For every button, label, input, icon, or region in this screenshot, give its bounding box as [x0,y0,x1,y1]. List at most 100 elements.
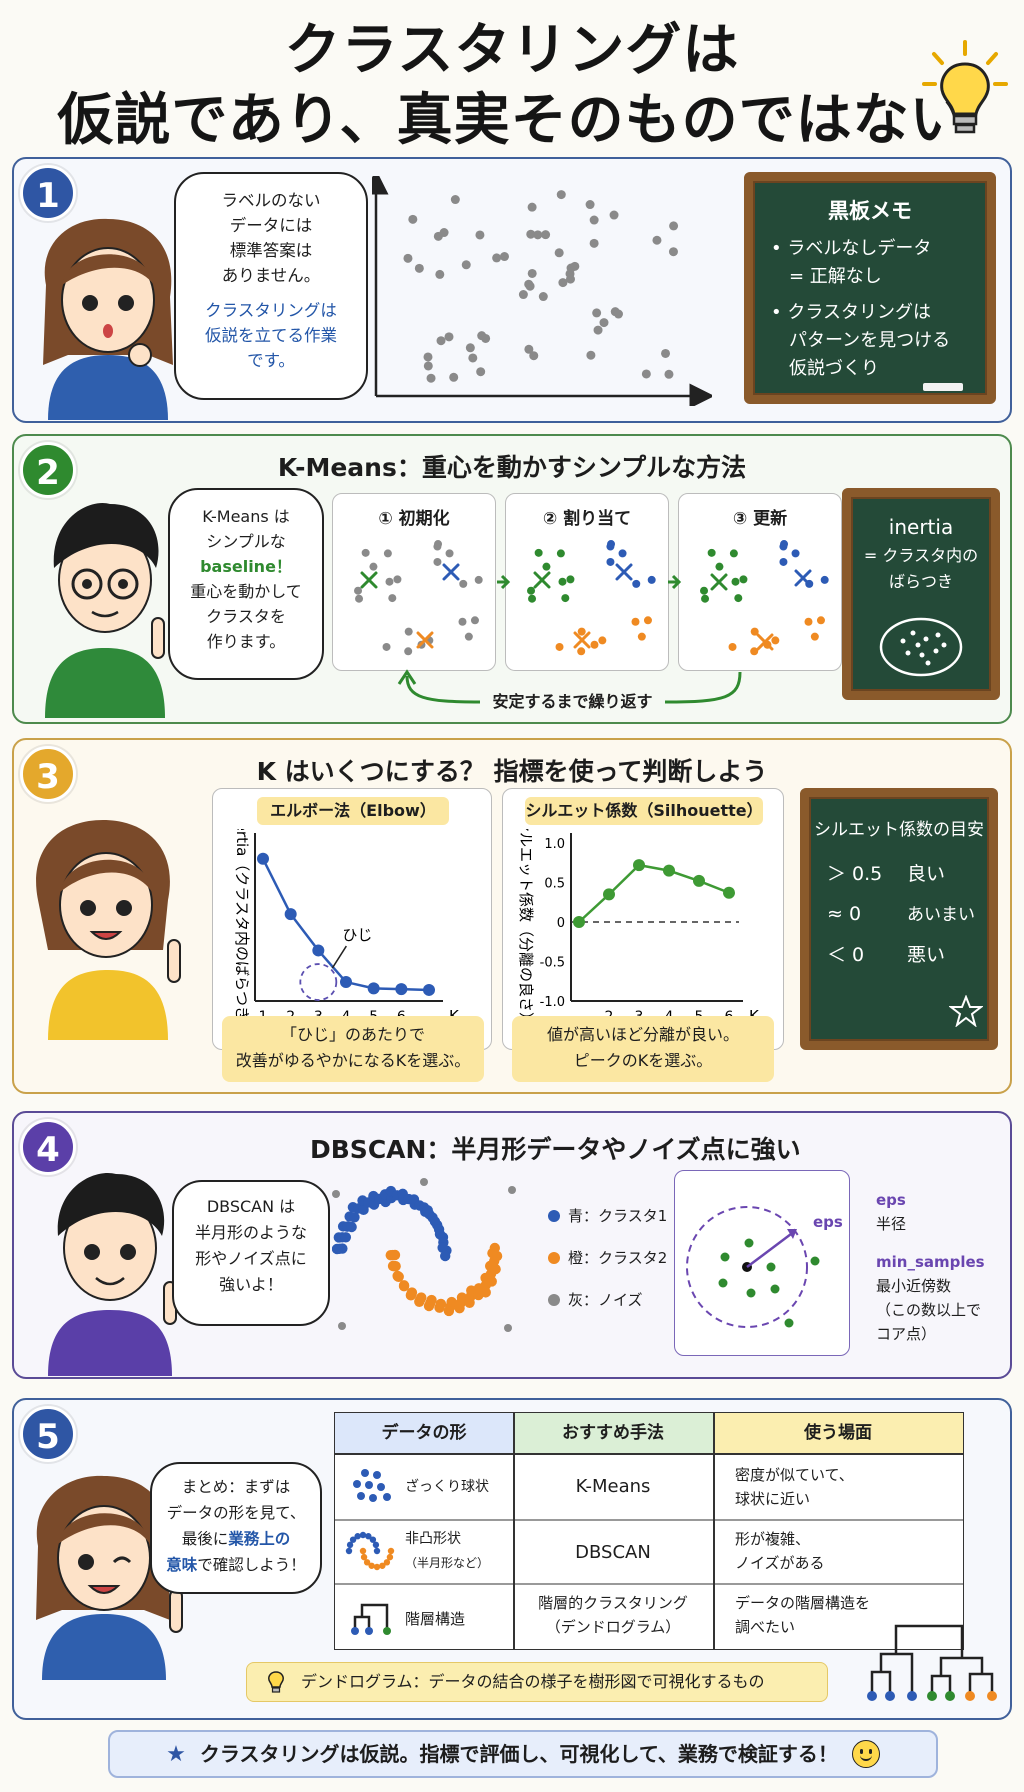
section-5-speech-bubble: まとめ：まずは データの形を見て、 最後に業務上の 意味で確認しよう！ [150,1462,322,1594]
y-tick-label: -0.5 [540,956,565,971]
board-verdict: あいまい [907,905,975,925]
girl-ponytail-character-icon [36,820,181,1040]
scatter-point [408,214,418,224]
blue-dot-icon [548,1210,560,1222]
kmeans-point [771,636,780,645]
scatter-point [585,200,595,210]
noise-point [420,1178,428,1186]
row-method: DBSCAN [575,1542,651,1563]
scatter-point [661,348,671,358]
scatter-point [593,325,603,335]
note-line: 改善がゆるやかになるKを選ぶ。 [235,1051,471,1070]
board-line: ばらつき [888,572,953,591]
repeat-label: 安定するまで繰り返す [492,692,653,711]
blob-cluster-icon [353,1469,391,1502]
kmeans-point [577,627,586,636]
row-shape: 非凸形状 （半月形など） [405,1527,489,1575]
cluster-1-point [358,1204,369,1216]
cluster-2-point [385,1249,396,1261]
kmeans-point [820,575,829,584]
repeat-arrow [397,669,742,704]
bubble-line: ラベルのない [221,191,321,210]
scatter-point [426,373,436,383]
girl-winking-character-icon [36,1475,183,1680]
girl-character-icon [43,218,173,420]
cluster-1-point [429,1216,441,1227]
scatter-point [449,372,459,382]
half-moon-scatter [332,1178,516,1332]
cluster-2-point [435,1298,447,1310]
kmeans-point [728,642,737,651]
centroid-x-icon [533,571,551,589]
legend-label: 灰：ノイズ [568,1291,643,1309]
kmeans-step-init: ① 初期化 [332,493,496,671]
kmeans-point [388,594,397,603]
bubble-line-blue: 仮説を立てる作業 [205,326,337,345]
kmeans-point [780,540,789,549]
row-shape: ざっくり球状 [405,1479,489,1495]
data-point [603,888,615,901]
note-line: ピークのKを選ぶ。 [573,1051,713,1070]
legend-label: 橙：クラスタ2 [568,1249,668,1267]
elbow-chart: 123456Kinertia（クラスタ内のばらつき）ひじ [233,829,460,1036]
row-shape: 階層構造 [405,1610,466,1628]
data-point [312,944,325,957]
board-verdict: 悪い [907,944,946,966]
bubble-line-green: baseline！ [200,557,292,576]
kmeans-point [700,586,709,595]
star-icon [949,995,983,1027]
kmeans-point [542,562,551,571]
cluster-2-point [489,1242,500,1254]
series-line [261,858,430,992]
term-name: min_samples [876,1253,985,1271]
scatter-point [586,350,596,360]
scatter-point [527,202,537,212]
dendrogram-tip: デンドログラム：データの結合の様子を樹形図で可視化するもの [246,1662,828,1702]
lightbulb-icon [922,40,1008,134]
scatter-point [538,292,548,302]
cluster-2-point [480,1287,491,1298]
kmeans-point [643,616,652,625]
kmeans-point [528,594,537,603]
cluster-2-point [446,1296,457,1308]
kmeans-point [556,549,565,558]
kmeans-point [715,562,724,571]
scatter-point [556,190,566,200]
kmeans-point [458,617,467,626]
scene-line: 形が複雑、 [735,1530,811,1548]
silhouette-note: 値が高いほど分離が良い。 ピークのKを選ぶ。 [512,1016,774,1082]
scatter-point [527,268,537,278]
data-point [723,886,735,899]
scatter-point [641,369,651,379]
centroid-x-icon [794,569,812,587]
tip-text: デンドログラム：データの結合の様子を樹形図で可視化するもの [301,1672,765,1691]
scatter-point [444,332,454,342]
inertia-board: inertia = クラスタ内の ばらつき [842,488,1000,700]
cluster-spread-icon [879,617,963,677]
data-point [693,874,705,887]
scatter-point [476,367,486,377]
bubble-line: 作ります。 [206,632,286,651]
kmeans-point [464,632,473,641]
kmeans-point [470,616,479,625]
kmeans-point [816,616,825,625]
board-title: inertia [888,515,954,539]
cluster-2-point [387,1260,399,1272]
eps-diagram-panel: eps [674,1170,850,1356]
kmeans-point [701,594,710,603]
elbow-pointer [331,945,347,969]
scatter-point [475,230,485,240]
bubble-line: K-Means は [202,507,290,526]
row-method: 階層的クラスタリング （デンドログラム） [513,1591,713,1639]
y-axis-label: inertia（クラスタ内のばらつき） [233,829,251,1036]
scatter-point [435,269,445,279]
kmeans-point [355,594,364,603]
noise-point [332,1190,340,1198]
cluster-2-point [490,1263,501,1275]
divider [513,1413,515,1649]
scatter-point [664,369,674,379]
note-line: 値が高いほど分離が良い。 [546,1025,739,1044]
scatter-point [589,238,599,248]
scatter-point [652,235,662,245]
kmeans-point [804,617,813,626]
